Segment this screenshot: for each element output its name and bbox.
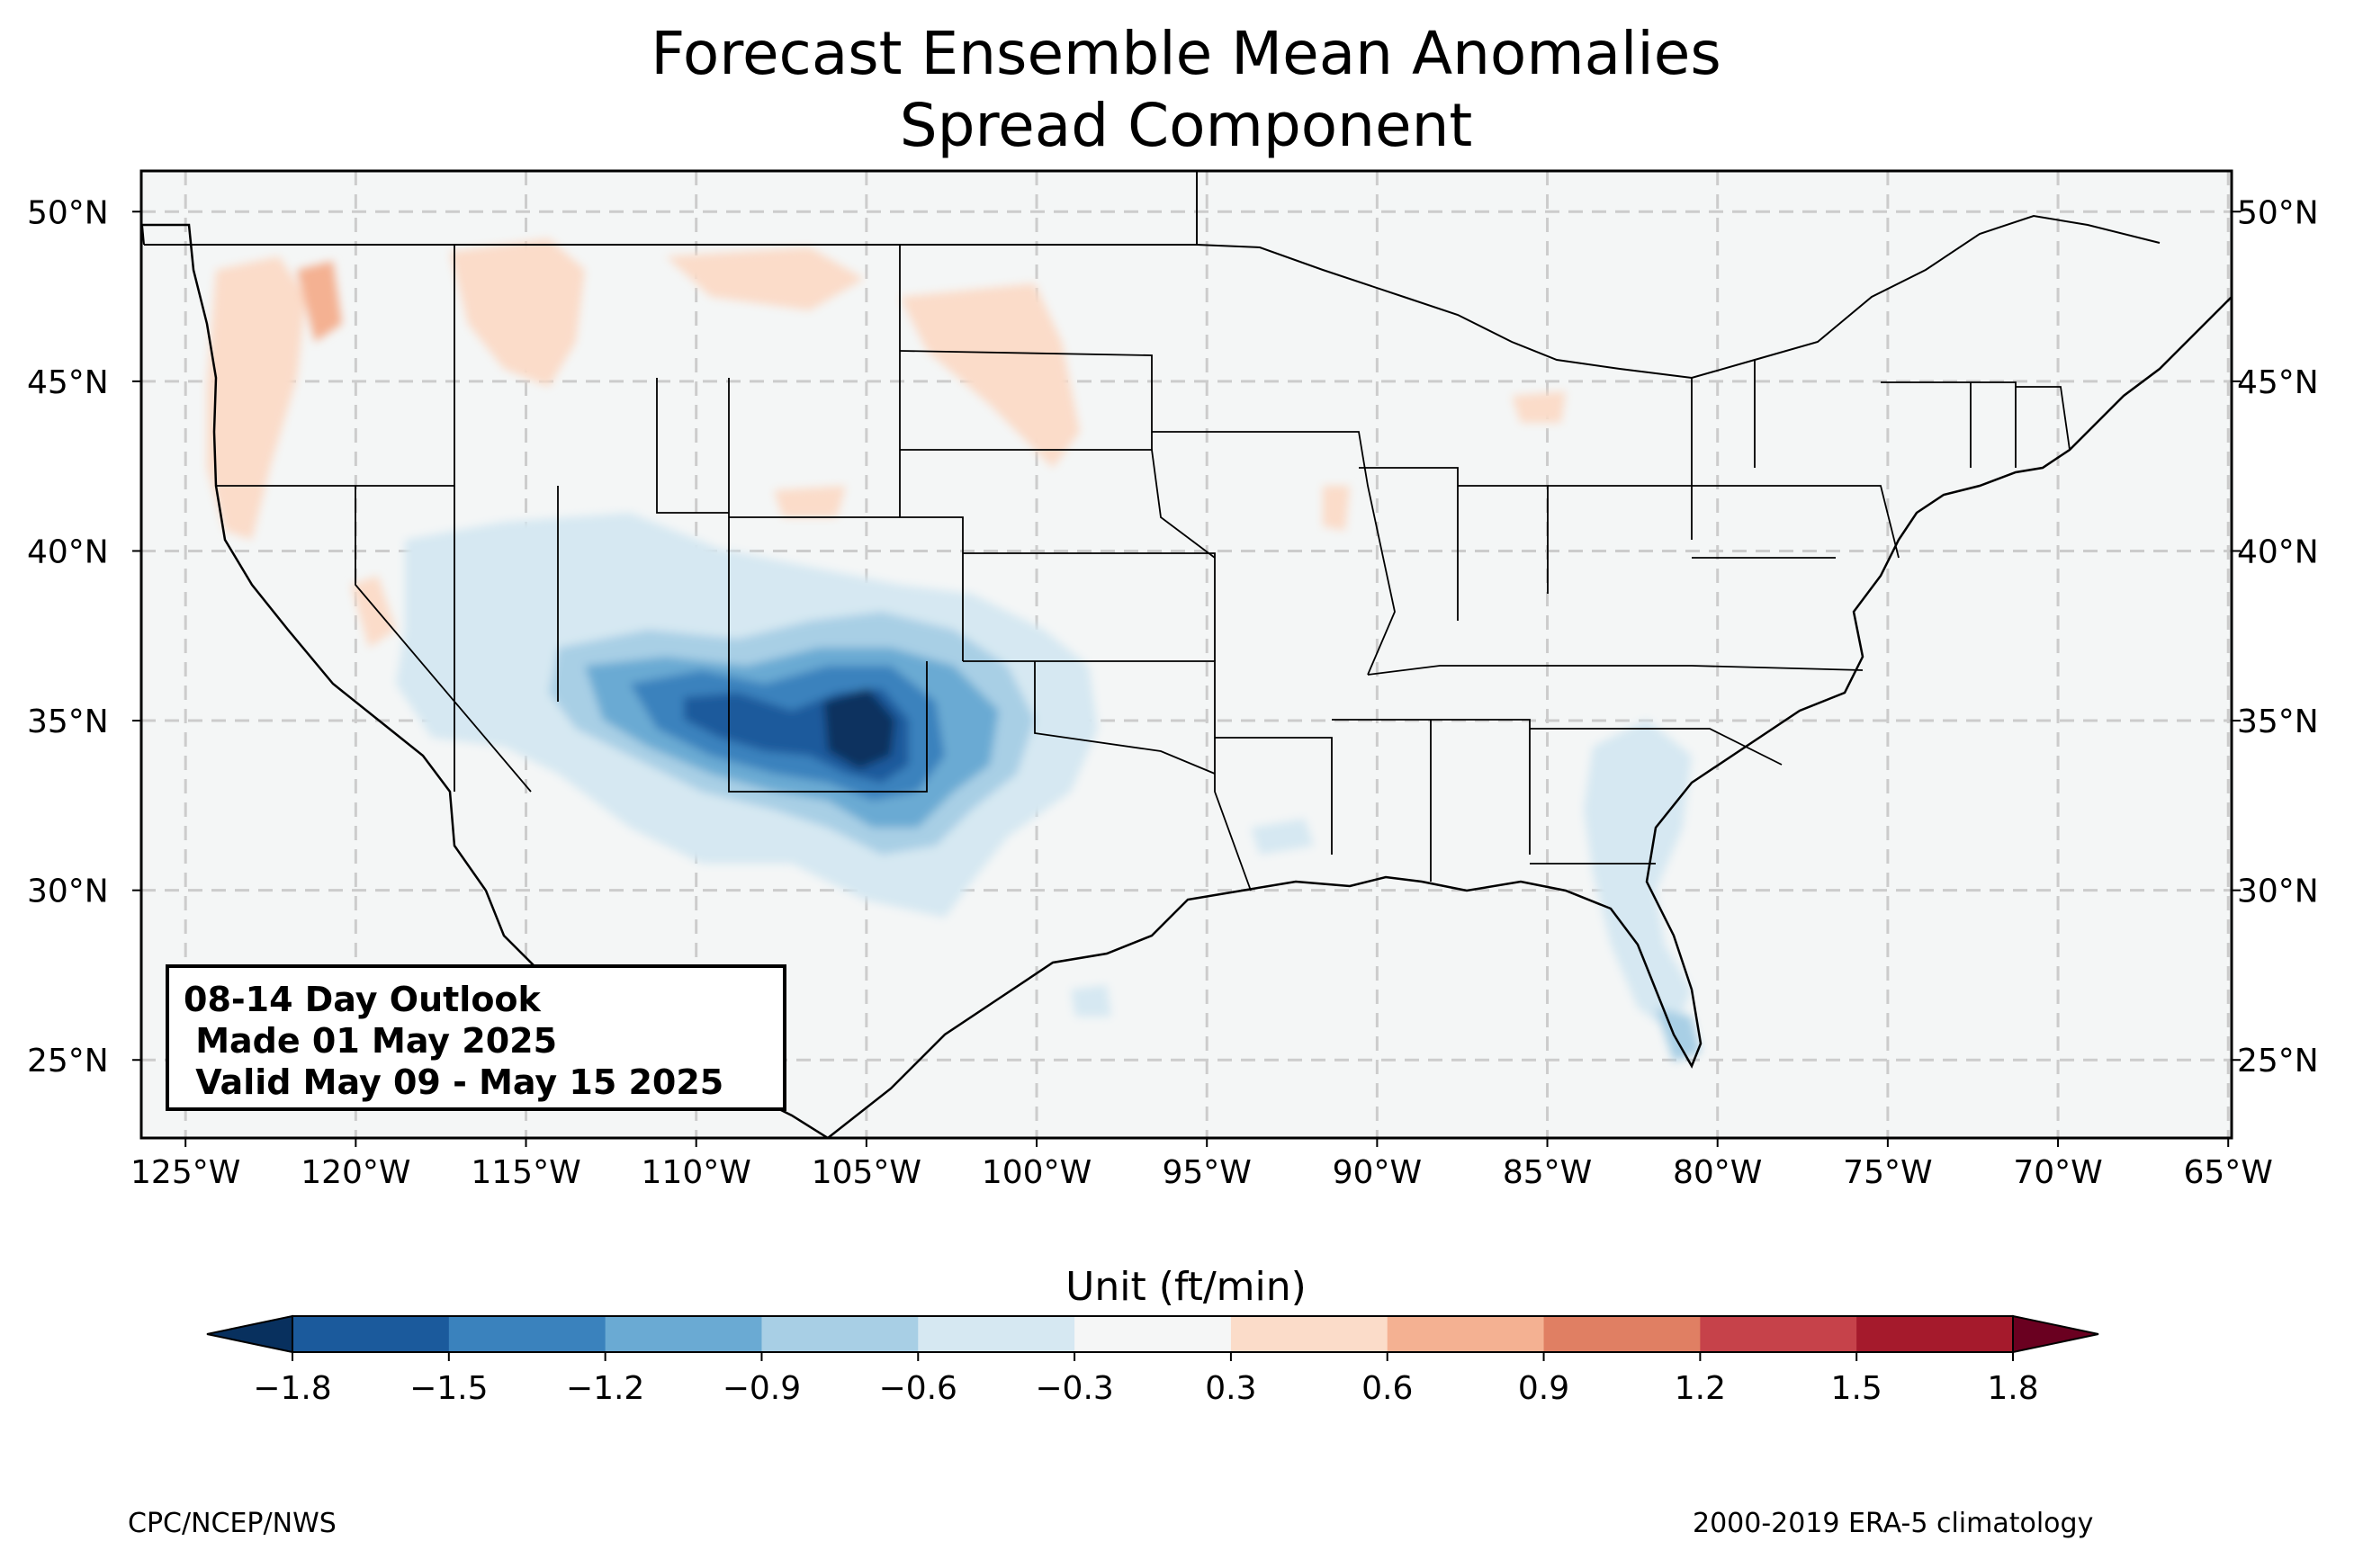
- lon-tick-label: 75°W: [1843, 1154, 1932, 1191]
- colorbar-tick-label: −0.6: [879, 1370, 957, 1407]
- lon-tick-label: 95°W: [1162, 1154, 1251, 1191]
- chart-title: Forecast Ensemble Mean Anomalies: [651, 19, 1721, 88]
- colorbar-tick-label: −1.5: [409, 1370, 488, 1407]
- state-borders: [216, 245, 2071, 892]
- lon-tick-label: 115°W: [471, 1154, 580, 1191]
- colorbar-over-extension: [2012, 1314, 2099, 1354]
- outlook-line1: 08-14 Day Outlook: [184, 980, 541, 1019]
- anomaly-montana-positive: [666, 247, 864, 310]
- colorbar-segment: [1543, 1316, 1701, 1352]
- anomaly-southeast-negative: [1584, 720, 1692, 1035]
- anomaly-florida-negative: [1656, 1008, 1701, 1062]
- colorbar-tick-label: 1.5: [1831, 1370, 1882, 1407]
- lon-tick-label: 125°W: [130, 1154, 240, 1191]
- colorbar-frame: [292, 1315, 2014, 1353]
- outlook-line3: Valid May 09 - May 15 2025: [184, 1062, 724, 1102]
- colorbar-tick-label: −1.2: [566, 1370, 644, 1407]
- lon-tick-label: 110°W: [642, 1154, 751, 1191]
- chart-subtitle: Spread Component: [899, 91, 1473, 160]
- lat-tick-label-left: 25°N: [27, 1043, 109, 1080]
- colorbar-segment: [1700, 1316, 1857, 1352]
- lon-tick-label: 70°W: [2013, 1154, 2102, 1191]
- colorbar-tick-label: 1.2: [1675, 1370, 1726, 1407]
- lat-tick-label-right: 25°N: [2237, 1043, 2319, 1080]
- lon-tick-label: 90°W: [1333, 1154, 1422, 1191]
- anomaly-gulf-negative: [1251, 819, 1314, 855]
- colorbar-segment: [1856, 1316, 2014, 1352]
- anomaly-northwest-positive: [207, 256, 306, 540]
- colorbar-segment: [1230, 1316, 1388, 1352]
- colorbar-segment: [1387, 1316, 1545, 1352]
- colorbar-segment: [448, 1316, 606, 1352]
- colorbar-tick-label: −1.8: [253, 1370, 331, 1407]
- lon-ticks: 125°W 120°W 115°W 110°W 105°W 100°W 95°W 90°W 85…: [130, 1138, 2273, 1191]
- credit-right: 2000-2019 ERA-5 climatology: [1693, 1508, 2094, 1539]
- lat-tick-label-left: 45°N: [27, 364, 109, 401]
- colorbar-segment: [1074, 1316, 1232, 1352]
- colorbar-under-extension: [206, 1314, 293, 1354]
- lat-tick-label-right: 45°N: [2237, 364, 2319, 401]
- lon-tick-label: 100°W: [982, 1154, 1092, 1191]
- anomaly-michigan-positive: [1512, 391, 1566, 423]
- anomaly-utah-negative: [414, 522, 585, 648]
- lat-tick-label-right: 50°N: [2237, 194, 2319, 231]
- lon-tick-label: 105°W: [812, 1154, 921, 1191]
- anomaly-texas-negative: [1071, 985, 1111, 1017]
- anomaly-sw-core: [823, 688, 895, 769]
- colorbar-segment: [761, 1316, 919, 1352]
- colorbar-label: Unit (ft/min): [1065, 1264, 1307, 1310]
- outlook-info-box: 08-14 Day Outlook Made 01 May 2025 Valid…: [166, 964, 786, 1111]
- colorbar-tick-label: 0.3: [1205, 1370, 1256, 1407]
- anomaly-ne-colorado-positive: [774, 486, 846, 517]
- colorbar-segment: [605, 1316, 762, 1352]
- lat-tick-label-left: 40°N: [27, 533, 109, 570]
- colorbar-tick-label: 1.8: [1987, 1370, 2038, 1407]
- colorbar: −1.8 −1.5 −1.2 −0.9 −0.6 −0.3 0.3 0.6 0.9 1.2 1.5 1…: [206, 1314, 2099, 1407]
- lon-tick-label: 80°W: [1673, 1154, 1762, 1191]
- colorbar-tick-label: −0.9: [723, 1370, 801, 1407]
- lat-tick-label-left: 35°N: [27, 703, 109, 740]
- lat-tick-label-right: 30°N: [2237, 874, 2319, 910]
- colorbar-tick-label: 0.6: [1361, 1370, 1413, 1407]
- lat-tick-label-right: 35°N: [2237, 703, 2319, 740]
- lat-tick-label-left: 50°N: [27, 194, 109, 231]
- map-frame: [139, 169, 2233, 1140]
- anomaly-dakotas-positive: [900, 283, 1080, 468]
- lon-tick-label: 65°W: [2184, 1154, 2273, 1191]
- outlook-line2: Made 01 May 2025: [184, 1021, 558, 1061]
- lat-ticks: 50°N 50°N 45°N 45°N 40°N 40°N 35°N 35°N 30°N 30°N…: [27, 194, 2319, 1080]
- colorbar-tick-label: −0.3: [1035, 1370, 1113, 1407]
- credit-left: CPC/NCEP/NWS: [128, 1508, 337, 1539]
- colorbar-segment: [918, 1316, 1075, 1352]
- lat-tick-label-right: 40°N: [2237, 533, 2319, 570]
- colorbar-segment: [292, 1316, 450, 1352]
- anomaly-illinois-positive: [1323, 486, 1350, 531]
- lat-tick-label-left: 30°N: [27, 874, 109, 910]
- anomaly-idaho-positive: [450, 238, 585, 387]
- lon-tick-label: 85°W: [1503, 1154, 1592, 1191]
- colorbar-tick-label: 0.9: [1518, 1370, 1569, 1407]
- lon-tick-label: 120°W: [301, 1154, 410, 1191]
- anomaly-washington-positive: [297, 261, 342, 342]
